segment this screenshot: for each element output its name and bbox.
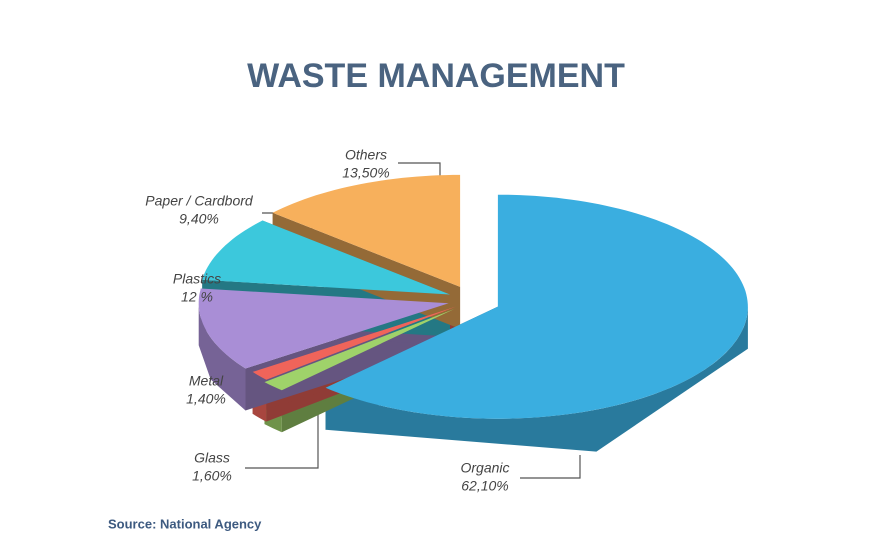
value-label: 1,40% [186, 391, 226, 407]
slice [252, 306, 456, 380]
slice-tops [198, 174, 748, 419]
leader-line [245, 400, 319, 469]
slice-side [198, 303, 246, 411]
slice [198, 288, 449, 369]
chart-title: WASTE MANAGEMENT [247, 57, 625, 95]
slice [325, 194, 748, 419]
pie [198, 174, 748, 452]
leader-line [520, 455, 581, 479]
slice-label: Glass [194, 450, 230, 466]
slice [272, 174, 461, 287]
slice-side [325, 306, 748, 452]
value-label: 62,10% [461, 478, 508, 494]
source: Source: National Agency [108, 516, 262, 531]
value-label: 13,50% [342, 165, 389, 181]
slice-label: Paper / Cardbord [145, 193, 254, 209]
labels: Organic 62,10% Glass 1,60% Metal 1,40% Plastic… [145, 147, 509, 494]
value-label: 1,60% [192, 468, 232, 484]
slice [264, 309, 455, 391]
value-label: 12 % [181, 289, 213, 305]
slice-label: Others [345, 147, 387, 163]
value-label: 9,40% [179, 211, 219, 227]
slice-label: Organic [460, 460, 509, 476]
slice-label: Plastics [173, 271, 221, 287]
slice-label: Metal [189, 373, 224, 389]
slice [202, 220, 450, 295]
